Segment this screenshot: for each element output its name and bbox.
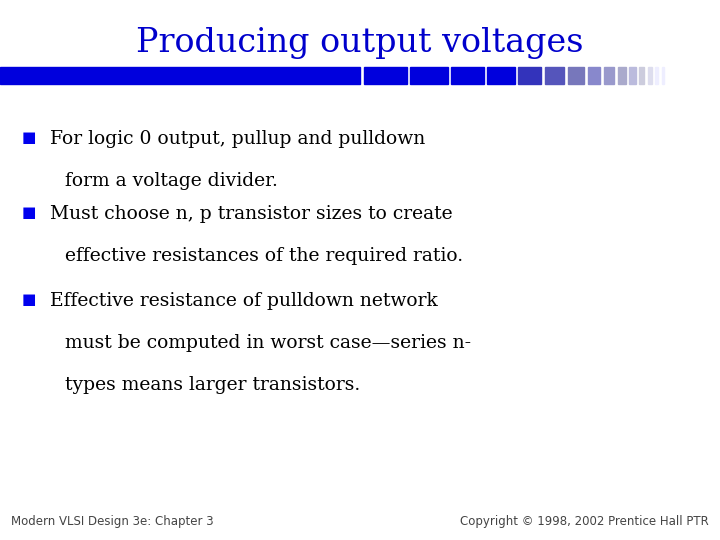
Bar	[518, 68, 541, 84]
Bar	[545, 68, 564, 84]
Text: types means larger transistors.: types means larger transistors.	[65, 376, 360, 394]
Text: effective resistances of the required ratio.: effective resistances of the required ra…	[65, 247, 463, 265]
Text: ■: ■	[22, 130, 36, 145]
Bar	[0, 68, 360, 84]
Bar	[588, 68, 600, 84]
Text: For logic 0 output, pullup and pulldown: For logic 0 output, pullup and pulldown	[50, 130, 426, 147]
Text: Must choose n, p transistor sizes to create: Must choose n, p transistor sizes to cre…	[50, 205, 453, 223]
Bar	[639, 68, 644, 84]
Bar	[568, 68, 584, 84]
Text: Copyright © 1998, 2002 Prentice Hall PTR: Copyright © 1998, 2002 Prentice Hall PTR	[461, 515, 709, 528]
Bar	[629, 68, 636, 84]
Bar	[655, 68, 658, 84]
Bar	[618, 68, 626, 84]
Text: Producing output voltages: Producing output voltages	[136, 27, 584, 59]
Bar	[364, 68, 407, 84]
Bar	[410, 68, 448, 84]
Bar	[451, 68, 484, 84]
Bar	[662, 68, 664, 84]
Text: ■: ■	[22, 205, 36, 220]
Text: Modern VLSI Design 3e: Chapter 3: Modern VLSI Design 3e: Chapter 3	[11, 515, 213, 528]
Bar	[487, 68, 515, 84]
Text: ■: ■	[22, 292, 36, 307]
Bar	[648, 68, 652, 84]
Text: must be computed in worst case—series n-: must be computed in worst case—series n-	[65, 334, 471, 352]
Text: form a voltage divider.: form a voltage divider.	[65, 172, 278, 190]
Bar	[604, 68, 614, 84]
Text: Effective resistance of pulldown network: Effective resistance of pulldown network	[50, 292, 438, 309]
